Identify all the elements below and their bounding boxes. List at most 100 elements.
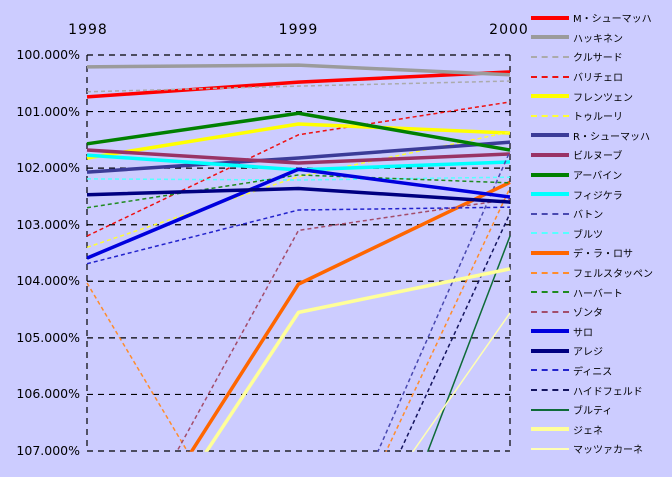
legend-label: フィジケラ [573, 190, 623, 202]
legend-line-sample [531, 329, 569, 334]
y-tick-label: 104.000% [16, 273, 80, 289]
legend-label: ディニス [573, 366, 613, 378]
legend-line-sample [531, 114, 569, 117]
legend-label: トゥルーリ [573, 112, 623, 124]
legend-item: アレジ [531, 341, 671, 361]
legend-label: マッツァカーネ [573, 445, 643, 457]
legend-label: ジェネ [573, 425, 603, 437]
series-line [175, 198, 511, 452]
legend-label: デ・ラ・ロサ [573, 249, 633, 261]
legend-line-sample [531, 15, 569, 20]
legend-item: ビルヌーブ [531, 145, 671, 165]
legend-line-sample [531, 94, 569, 99]
legend-item: アーバイン [531, 165, 671, 185]
legend-line-sample [531, 408, 569, 411]
series-line [86, 80, 511, 93]
legend-line-sample [531, 348, 569, 353]
legend-item: ジェネ [531, 419, 671, 439]
legend-item: バリチェロ [531, 67, 671, 87]
legend: M・シューマッハ ハッキネンクルサードバリチェロフレンツェン トゥルーリ R・シューマ… [531, 8, 671, 459]
legend-label: ブルツ [573, 229, 603, 241]
legend-line-sample [531, 75, 569, 78]
legend-line-sample [531, 447, 569, 450]
legend-line-sample [531, 55, 569, 58]
legend-item: ブルツ [531, 224, 671, 244]
legend-label: バリチェロ [573, 73, 623, 85]
y-tick-label: 100.000% [16, 47, 80, 62]
series-line [86, 186, 511, 204]
series-line [204, 267, 511, 452]
series-line [426, 235, 511, 452]
legend-item: フレンツェン [531, 86, 671, 106]
legend-line-sample [531, 369, 569, 372]
y-tick-label: 105.000% [16, 329, 80, 345]
legend-item: ブルティ [531, 400, 671, 420]
legend-line-sample [531, 212, 569, 215]
y-tick-label: 102.000% [16, 160, 80, 176]
series-line [376, 150, 511, 452]
x-tick-label: 1999 [278, 22, 319, 38]
legend-label: ハッキネン [573, 33, 623, 45]
legend-line-sample [531, 35, 569, 40]
legend-label: ブルティ [573, 406, 613, 418]
legend-item: フィジケラ [531, 184, 671, 204]
series-line [86, 63, 511, 77]
series-line [399, 213, 511, 452]
legend-line-sample [531, 192, 569, 197]
legend-label: アーバイン [573, 171, 623, 183]
legend-item: デ・ラ・ロサ [531, 243, 671, 263]
series-line [86, 111, 511, 152]
legend-item: ディニス [531, 361, 671, 381]
series-line [411, 312, 511, 452]
legend-line-sample [531, 271, 569, 274]
legend-item: ハイドフェルド [531, 380, 671, 400]
legend-label: アレジ [573, 347, 603, 359]
legend-line-sample [531, 389, 569, 392]
y-tick-label: 107.000% [16, 443, 80, 458]
series-line [86, 140, 511, 174]
legend-item: トゥルーリ [531, 106, 671, 126]
legend-label: クルサード [573, 53, 623, 65]
legend-item: クルサード [531, 47, 671, 67]
legend-item: M・シューマッハ [531, 8, 671, 28]
legend-line-sample [531, 310, 569, 313]
x-tick-label: 1998 [68, 22, 108, 38]
series-line [86, 167, 511, 260]
legend-item: マッツァカーネ [531, 439, 671, 459]
legend-line-sample [531, 250, 569, 255]
x-tick-label: 2000 [489, 22, 529, 38]
legend-line-sample [531, 152, 569, 157]
legend-line-sample [531, 133, 569, 138]
legend-line-sample [531, 291, 569, 294]
series-line [86, 174, 511, 209]
legend-item: ハーバート [531, 282, 671, 302]
legend-item: バトン [531, 204, 671, 224]
series-line [86, 187, 511, 452]
legend-label: バトン [573, 210, 604, 222]
series-line [86, 101, 511, 237]
legend-line-sample [531, 232, 569, 235]
legend-label: R・シューマッハ [573, 131, 650, 143]
series-line [86, 122, 511, 160]
legend-item: フェルスタッペン [531, 263, 671, 283]
series-line [86, 176, 511, 181]
legend-label: ハーバート [573, 288, 623, 300]
series-line [86, 70, 511, 99]
series-line [86, 206, 511, 265]
legend-label: ハイドフェルド [573, 386, 643, 398]
legend-line-sample [531, 427, 569, 432]
legend-label: ビルヌーブ [573, 151, 623, 163]
legend-item: ゾンタ [531, 302, 671, 322]
legend-label: フレンツェン [573, 92, 633, 104]
y-tick-label: 106.000% [16, 386, 80, 402]
legend-item: サロ [531, 322, 671, 342]
y-tick-label: 101.000% [16, 103, 80, 119]
legend-item: ハッキネン [531, 28, 671, 48]
legend-label: ゾンタ [573, 308, 603, 320]
legend-line-sample [531, 172, 569, 177]
legend-label: フェルスタッペン [573, 269, 653, 281]
legend-label: M・シューマッハ [573, 14, 652, 26]
legend-label: サロ [573, 327, 593, 339]
